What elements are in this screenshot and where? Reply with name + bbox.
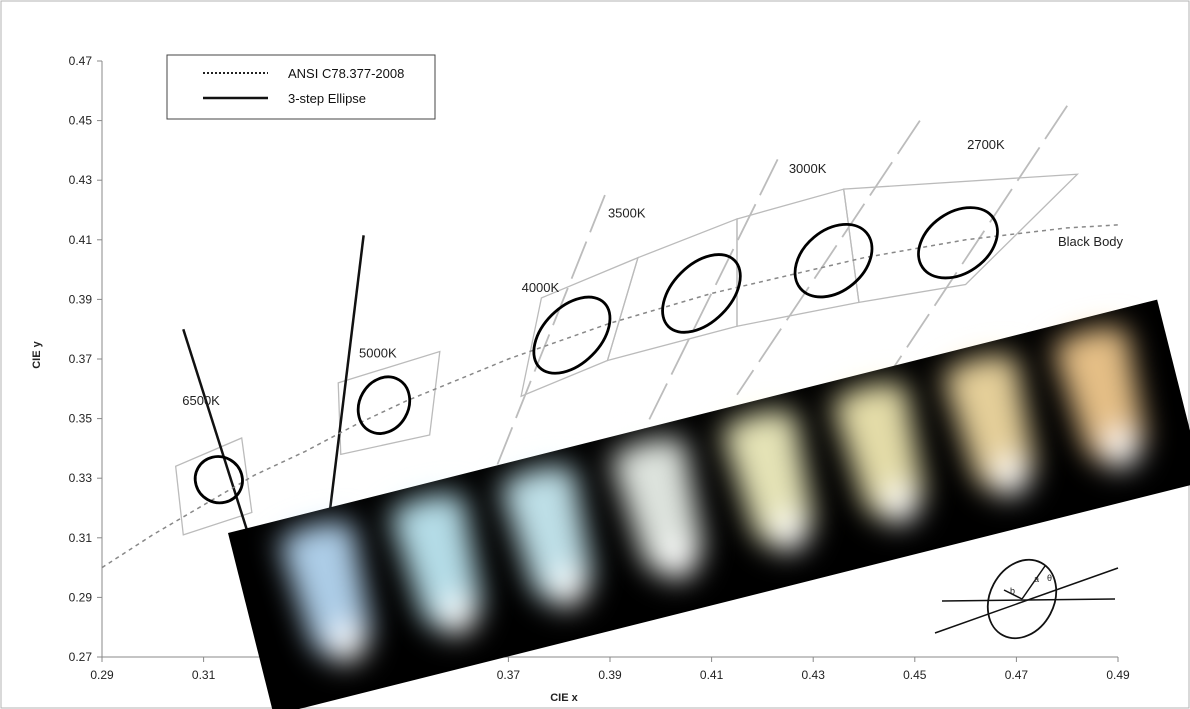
light-glow <box>1052 327 1146 468</box>
x-tick-label: 0.39 <box>598 668 622 682</box>
glow-core <box>773 511 806 551</box>
y-tick-label: 0.47 <box>69 54 93 68</box>
light-glow <box>278 521 372 663</box>
cct-label-3000K: 3000K <box>789 161 827 176</box>
black-body-label: Black Body <box>1058 234 1124 249</box>
photo-group <box>227 299 1190 709</box>
black-body-locus: Black Body <box>101 224 1124 569</box>
mini-label-a: a <box>1034 574 1039 584</box>
cct-line-5000K <box>326 235 365 527</box>
y-axis-title: CIE y <box>31 340 43 368</box>
legend-label-ellipse: 3-step Ellipse <box>288 91 366 106</box>
cct-line-4000K <box>492 194 606 476</box>
axes: 0.27 0.29 0.31 0.33 0.35 0.37 0.39 0.41 0.43 0.45… <box>31 54 1130 704</box>
mini-b-arrow <box>1003 589 1023 600</box>
quad-3500K <box>606 217 738 362</box>
cct-lines <box>182 105 1068 563</box>
light-glow <box>831 382 925 524</box>
black-body-curve <box>101 224 1119 569</box>
y-tick-label: 0.27 <box>69 650 93 664</box>
cct-labels: 6500K 5000K 4000K 3500K 3000K 2700K <box>182 137 1005 408</box>
light-glow <box>720 410 814 551</box>
x-axis-title: CIE x <box>550 692 578 704</box>
cct-label-2700K: 2700K <box>967 137 1005 152</box>
light-glow <box>941 354 1035 496</box>
photo-background <box>227 299 1190 709</box>
x-tick-label: 0.37 <box>497 668 521 682</box>
x-tick-label: 0.45 <box>903 668 927 682</box>
y-tick-label: 0.41 <box>69 233 93 247</box>
legend-box <box>166 54 436 120</box>
y-tick-label: 0.31 <box>69 531 93 545</box>
ellipse-6500K <box>193 455 244 505</box>
glow-core <box>552 566 585 607</box>
x-tick-label: 0.49 <box>1106 668 1130 682</box>
quad-4000K <box>520 256 639 398</box>
light-glow <box>499 465 593 607</box>
y-tick-label: 0.29 <box>69 590 93 604</box>
y-tick-label: 0.35 <box>69 412 93 426</box>
glow-core <box>883 483 917 524</box>
cct-line-3000K <box>736 120 921 396</box>
quad-6500K <box>174 437 253 536</box>
x-tick-label: 0.29 <box>90 668 114 682</box>
cct-label-5000K: 5000K <box>359 346 397 361</box>
x-tick-label: 0.31 <box>192 668 216 682</box>
quad-2700K <box>842 173 1080 304</box>
x-tick-label: 0.47 <box>1005 668 1029 682</box>
y-tick-label: 0.43 <box>69 173 93 187</box>
mini-label-theta: θ <box>1047 573 1052 583</box>
y-tick-label: 0.33 <box>69 471 93 485</box>
quad-5000K <box>337 350 441 456</box>
mini-label-b: b <box>1010 586 1015 596</box>
glow-core <box>1104 428 1138 468</box>
glow-core <box>330 622 364 663</box>
cct-line-6500K <box>182 328 259 563</box>
mini-axis-line <box>934 567 1119 634</box>
mini-ellipse <box>986 558 1058 640</box>
glow-core <box>662 539 696 579</box>
ellipse-3000K <box>793 222 874 299</box>
cct-label-4000K: 4000K <box>522 280 560 295</box>
cct-line-2700K <box>888 105 1068 375</box>
ellipse-diagram-inset: b a θ <box>934 558 1119 640</box>
x-tick-label: 0.41 <box>700 668 724 682</box>
y-tick-label: 0.45 <box>69 114 93 128</box>
cct-label-6500K: 6500K <box>182 393 220 408</box>
ellipse-5000K <box>356 375 412 435</box>
led-photo-inset <box>227 299 1190 709</box>
glow-core <box>441 594 475 635</box>
glow-core <box>994 455 1027 496</box>
light-glow <box>389 493 482 635</box>
x-tick-label: 0.43 <box>802 668 826 682</box>
ellipse-4000K <box>532 295 612 375</box>
cct-label-3500K: 3500K <box>608 205 646 220</box>
ellipse-2700K <box>917 206 999 280</box>
light-glow <box>610 438 703 579</box>
ellipse-3500K <box>661 253 742 334</box>
y-tick-label: 0.39 <box>69 292 93 306</box>
mini-a-arrow <box>1021 565 1046 600</box>
legend-label-ansi: ANSI C78.377-2008 <box>288 66 404 81</box>
macadam-ellipses <box>193 206 999 505</box>
legend: ANSI C78.377-2008 3-step Ellipse <box>166 54 436 120</box>
y-tick-label: 0.37 <box>69 352 93 366</box>
